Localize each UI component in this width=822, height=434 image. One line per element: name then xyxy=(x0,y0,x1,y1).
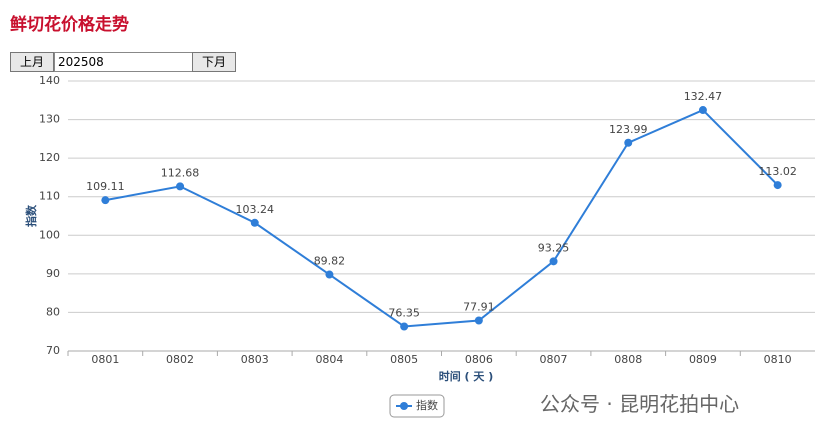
data-label: 77.91 xyxy=(463,300,495,313)
x-tick-label: 0809 xyxy=(689,353,717,366)
point xyxy=(176,182,185,191)
point xyxy=(773,181,782,190)
y-tick-label: 120 xyxy=(39,151,60,164)
data-label: 109.11 xyxy=(86,180,125,193)
x-tick-label: 0803 xyxy=(241,353,269,366)
x-tick-label: 0808 xyxy=(614,353,642,366)
point xyxy=(698,106,707,115)
x-tick-label: 0804 xyxy=(315,353,343,366)
y-tick-label: 110 xyxy=(39,190,60,203)
data-label: 112.68 xyxy=(161,166,200,179)
data-label: 103.24 xyxy=(236,203,275,216)
point xyxy=(549,257,558,266)
data-label: 89.82 xyxy=(314,255,346,268)
x-tick-label: 0802 xyxy=(166,353,194,366)
x-tick-label: 0806 xyxy=(465,353,493,366)
legend-marker xyxy=(400,402,408,410)
point xyxy=(624,138,633,147)
point xyxy=(400,322,409,331)
data-label: 113.02 xyxy=(758,165,797,178)
y-tick-label: 90 xyxy=(46,267,60,280)
watermark: 公众号 · 昆明花拍中心 xyxy=(540,392,740,416)
point xyxy=(250,218,259,227)
legend-box xyxy=(389,394,445,418)
y-tick-label: 80 xyxy=(46,305,60,318)
data-label: 132.47 xyxy=(684,90,723,103)
prev-month-button[interactable]: 上月 xyxy=(10,52,54,72)
data-label: 76.35 xyxy=(388,307,420,320)
x-tick-label: 0807 xyxy=(540,353,568,366)
data-label: 93.25 xyxy=(538,241,570,254)
x-axis-title: 时间 ( 天 ) xyxy=(439,369,494,383)
y-tick-label: 100 xyxy=(39,228,60,241)
x-tick-label: 0801 xyxy=(91,353,119,366)
point xyxy=(474,316,483,325)
month-input[interactable]: 202508 xyxy=(54,52,193,72)
x-tick-label: 0805 xyxy=(390,353,418,366)
y-axis-title: 指数 xyxy=(24,204,38,227)
y-tick-label: 130 xyxy=(39,113,60,126)
line xyxy=(105,108,779,328)
next-month-button[interactable]: 下月 xyxy=(192,52,236,72)
page-title: 鲜切花价格走势 xyxy=(10,15,129,35)
legend-label: 指数 xyxy=(416,398,438,412)
x-tick-label: 0810 xyxy=(764,353,792,366)
y-tick-label: 70 xyxy=(46,344,60,357)
point xyxy=(325,270,334,279)
y-tick-label: 140 xyxy=(39,74,60,87)
point xyxy=(101,196,110,205)
data-label: 123.99 xyxy=(609,123,648,136)
